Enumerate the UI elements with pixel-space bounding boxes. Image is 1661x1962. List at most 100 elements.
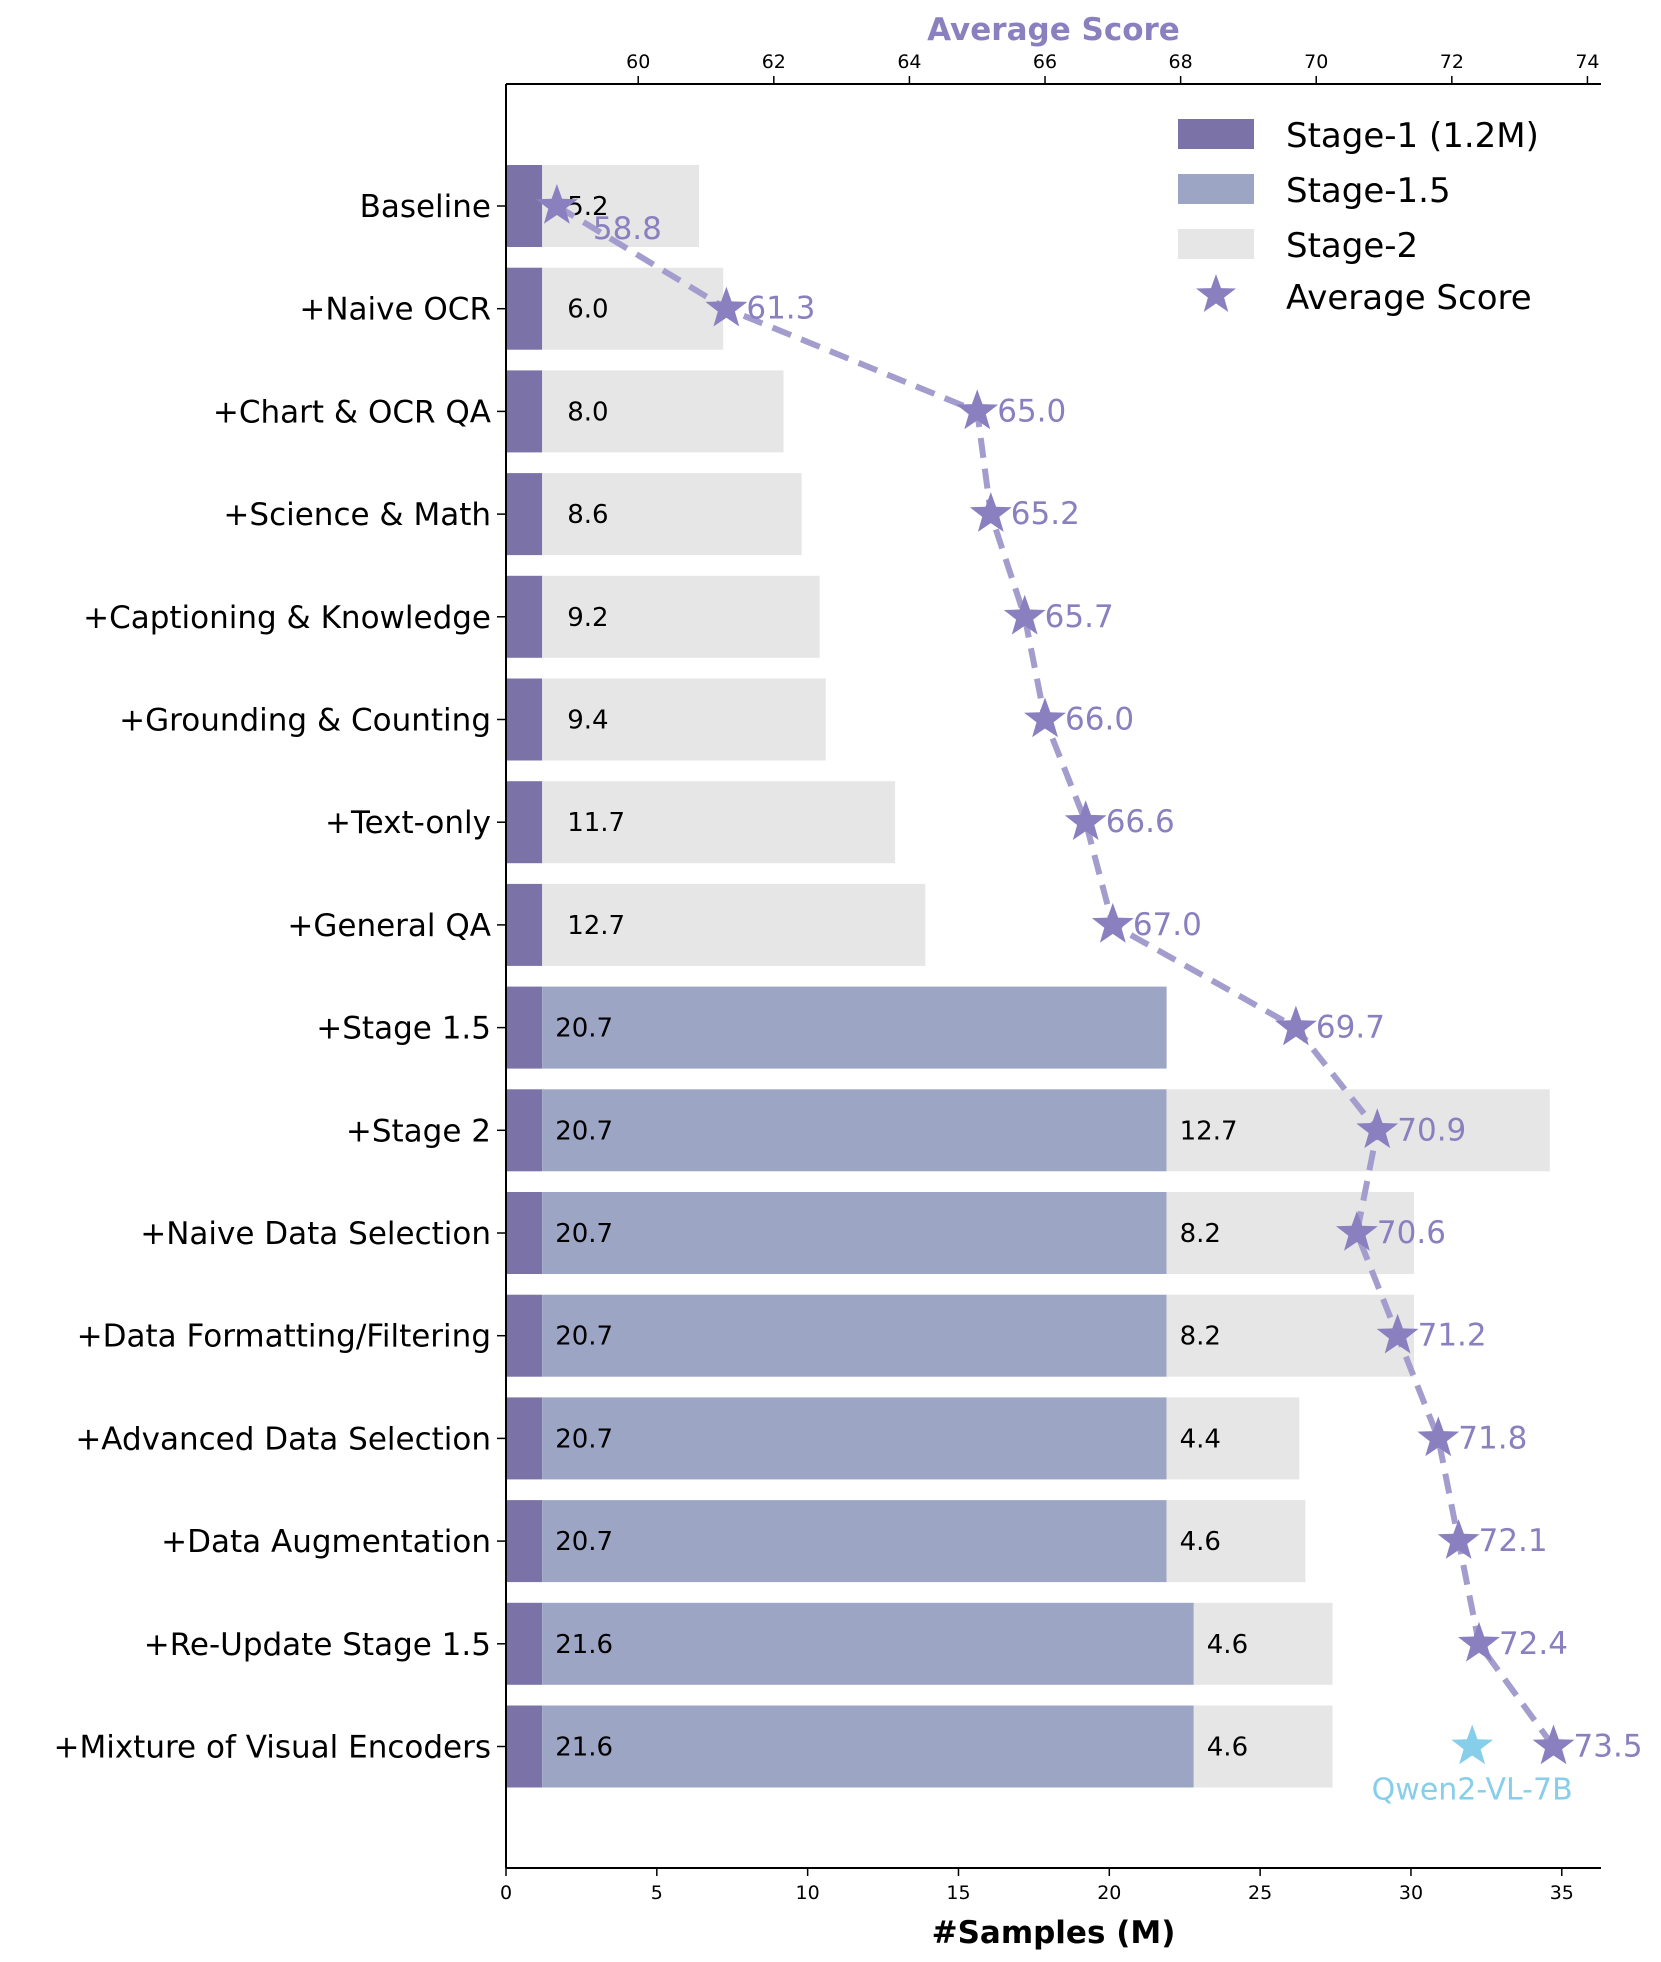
stage2-value-label: 12.7 <box>567 911 625 941</box>
score-value-label: 65.0 <box>997 393 1066 429</box>
score-star <box>1024 697 1066 738</box>
legend-stage1-swatch <box>1178 119 1254 149</box>
score-star <box>956 389 999 430</box>
x-tick-label: 35 <box>1550 1882 1574 1904</box>
x2-tick-label: 70 <box>1304 51 1328 73</box>
score-star <box>1437 1519 1480 1559</box>
stage15-bar <box>542 1089 1167 1172</box>
category-label: +Chart & OCR QA <box>213 394 491 430</box>
stage2-bar <box>542 883 926 966</box>
stage1-bar <box>506 165 543 247</box>
stage2-value-label: 4.6 <box>1207 1733 1248 1763</box>
stage2-value-label: 12.7 <box>1180 1116 1238 1146</box>
stage1-bar <box>506 1500 543 1583</box>
score-value-label: 61.3 <box>746 291 815 327</box>
score-star <box>1356 1108 1399 1149</box>
score-star <box>969 492 1012 532</box>
stage15-value-label: 20.7 <box>555 1527 613 1557</box>
x-tick-label: 15 <box>946 1882 970 1904</box>
stage15-bar <box>542 1294 1167 1377</box>
category-label: +Data Formatting/Filtering <box>77 1319 491 1355</box>
x-tick-label: 5 <box>651 1882 663 1904</box>
stage15-bar <box>542 986 1167 1069</box>
stage2-value-label: 8.6 <box>567 500 608 530</box>
legend-star-icon <box>1196 274 1236 312</box>
stage2-bar <box>542 781 896 864</box>
stage15-value-label: 20.7 <box>555 1424 613 1454</box>
stage2-value-label: 4.4 <box>1180 1424 1221 1454</box>
stage2-bar <box>1193 1602 1333 1685</box>
x2-tick-label: 68 <box>1169 51 1193 73</box>
score-value-label: 65.2 <box>1011 496 1080 532</box>
stage2-value-label: 6.0 <box>567 295 608 325</box>
category-label: +Text-only <box>325 805 491 841</box>
stage15-value-label: 21.6 <box>555 1733 613 1763</box>
score-value-label: 67.0 <box>1133 907 1202 943</box>
stage2-bar <box>542 678 826 761</box>
stage15-bar <box>542 1500 1167 1583</box>
x-tick-label: 20 <box>1097 1882 1121 1904</box>
score-star <box>1091 902 1134 943</box>
score-value-label: 72.1 <box>1479 1523 1548 1559</box>
x-tick-label: 30 <box>1399 1882 1423 1904</box>
legend-stage15-swatch <box>1178 174 1254 204</box>
stage2-value-label: 4.6 <box>1180 1527 1221 1557</box>
stage2-bar <box>1166 1500 1306 1583</box>
x-axis-label: #Samples (M) <box>932 1915 1176 1951</box>
stage1-bar <box>506 473 543 556</box>
stage2-value-label: 9.2 <box>567 603 608 633</box>
x2-tick-label: 74 <box>1575 51 1599 73</box>
category-label: +Science & Math <box>223 497 491 533</box>
category-label: Baseline <box>360 189 491 225</box>
category-label: +Grounding & Counting <box>119 703 491 739</box>
x-tick-label: 25 <box>1248 1882 1272 1904</box>
stage1-bar <box>506 370 543 453</box>
stage2-value-label: 8.2 <box>1180 1322 1221 1352</box>
stage15-value-label: 20.7 <box>555 1322 613 1352</box>
stage2-bar <box>542 267 724 350</box>
stage2-value-label: 11.7 <box>567 808 625 838</box>
stage2-value-label: 5.2 <box>567 192 608 222</box>
stage2-bar <box>1193 1705 1333 1788</box>
stage1-bar <box>506 1602 543 1685</box>
category-label: +Captioning & Knowledge <box>83 600 491 636</box>
stage2-bar <box>542 575 820 658</box>
stage1-bar <box>506 575 543 658</box>
legend-label: Average Score <box>1286 278 1532 318</box>
stage1-bar <box>506 986 543 1069</box>
stage2-bar <box>1166 1397 1300 1480</box>
score-value-label: 69.7 <box>1316 1010 1385 1046</box>
stage1-bar <box>506 1397 543 1480</box>
score-star <box>535 184 578 224</box>
legend-stage2-swatch <box>1178 229 1254 259</box>
x2-tick-label: 62 <box>762 51 786 73</box>
score-line-layer: 58.8 61.3 65.0 65.2 65.7 66.0 66.6 67.0 69.7 70.9… <box>535 184 1643 1808</box>
score-value-label: 70.6 <box>1377 1215 1446 1251</box>
legend-label: Stage-1.5 <box>1286 171 1451 211</box>
stage2-bar <box>1166 1192 1414 1274</box>
stage1-bar <box>506 1089 543 1172</box>
category-label: +Stage 2 <box>346 1113 491 1149</box>
stage2-value-label: 4.6 <box>1207 1630 1248 1660</box>
legend-label: Stage-1 (1.2M) <box>1286 116 1539 156</box>
stage2-value-label: 8.2 <box>1180 1219 1221 1249</box>
stage2-bar <box>1166 1294 1414 1377</box>
reference-label: Qwen2-VL-7B <box>1372 1773 1573 1808</box>
score-value-label: 73.5 <box>1574 1729 1643 1765</box>
bar-labels-layer: 5.2 6.0 8.0 8.6 9.2 9.4 11.7 12.7 20.7 20.7 12.7 20… <box>555 192 1248 1763</box>
stage15-bar <box>542 1602 1194 1685</box>
axes-layer: Baseline +Naive OCR +Chart & OCR QA +Scienc… <box>54 12 1601 1951</box>
x2-tick-label: 60 <box>626 51 650 73</box>
score-star <box>705 286 748 327</box>
score-value-label: 65.7 <box>1045 599 1114 635</box>
score-star <box>1275 1005 1317 1046</box>
stage1-bar <box>506 1705 543 1788</box>
stage15-bar <box>542 1192 1167 1274</box>
score-star <box>1458 1621 1500 1662</box>
stage15-value-label: 21.6 <box>555 1630 613 1660</box>
score-value-label: 66.6 <box>1106 804 1175 840</box>
category-label: +Naive OCR <box>299 292 491 328</box>
category-label: +Re-Update Stage 1.5 <box>144 1627 491 1663</box>
x2-axis-label: Average Score <box>927 12 1180 48</box>
